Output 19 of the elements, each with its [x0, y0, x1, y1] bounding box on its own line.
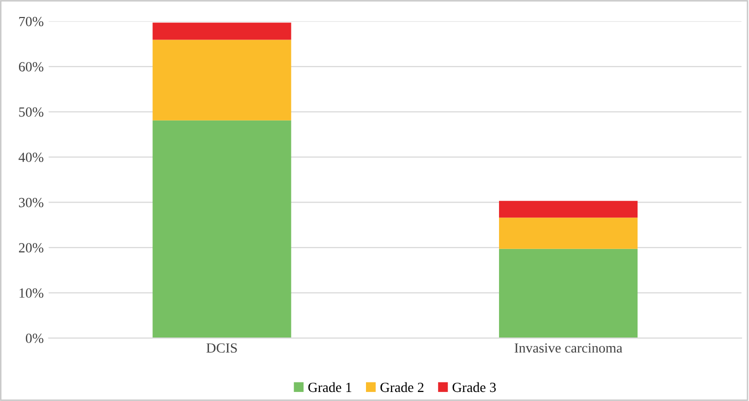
x-tick-label: Invasive carcinoma [514, 343, 622, 353]
bar [499, 248, 638, 338]
y-tick-label: 10% [20, 288, 44, 298]
bar [499, 218, 638, 249]
bar [152, 120, 292, 338]
y-tick-label: 0% [26, 334, 44, 344]
bar [152, 22, 292, 40]
y-tick-label: 20% [18, 243, 44, 253]
y-tick-label: 60% [18, 62, 44, 72]
legend-label: Grade 2 [380, 382, 424, 392]
y-tick-label: 30% [19, 198, 44, 208]
legend-label: Grade 3 [452, 382, 496, 392]
legend-label: Grade 1 [308, 382, 352, 392]
x-tick-label: DCIS [206, 343, 237, 353]
bar [152, 40, 292, 120]
y-tick-label: 70% [19, 16, 44, 26]
y-tick-label: 40% [18, 152, 44, 162]
bar [499, 200, 638, 218]
y-tick-label: 50% [19, 107, 44, 117]
